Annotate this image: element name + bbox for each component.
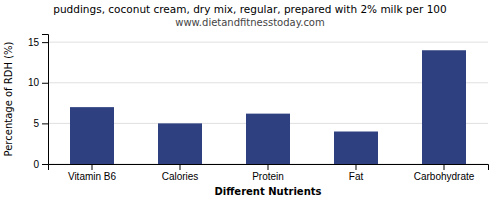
- x-tick: Carbohydrate: [414, 164, 475, 182]
- y-tick: 5: [33, 118, 48, 129]
- grid: [48, 42, 488, 164]
- x-tick: Calories: [162, 164, 199, 182]
- plot: Vitamin B6 Calories Protein Fat Carbohydrate…: [28, 35, 489, 183]
- y-axis-line: [42, 35, 49, 165]
- x-tick-mark: [444, 164, 445, 170]
- bars: [70, 50, 466, 164]
- y-tick: 10: [28, 77, 48, 88]
- y-tick-label: 15: [28, 37, 40, 48]
- y-tick-label: 0: [33, 159, 39, 170]
- y-axis: 0 5 10 15: [28, 35, 49, 170]
- x-tick-mark: [92, 164, 93, 170]
- x-axis-title: Different Nutrients: [215, 186, 322, 197]
- chart: puddings, coconut cream, dry mix, regula…: [0, 0, 500, 200]
- y-tick-mark: [42, 42, 48, 43]
- x-tick: Fat: [349, 164, 364, 182]
- y-tick: 15: [28, 37, 48, 48]
- x-tick: Vitamin B6: [68, 164, 117, 182]
- bar: [158, 123, 202, 164]
- y-tick-mark: [42, 164, 48, 165]
- x-tick-mark: [356, 164, 357, 170]
- bar: [246, 114, 290, 164]
- title: puddings, coconut cream, dry mix, regula…: [53, 3, 446, 15]
- grid-line: [48, 42, 488, 43]
- y-tick-label: 10: [28, 77, 40, 88]
- bar: [334, 132, 378, 165]
- y-axis-title: Percentage of RDH (%): [3, 41, 14, 156]
- bar: [422, 50, 466, 164]
- x-tick-label: Calories: [162, 171, 199, 182]
- subtitle: www.dietandfitnesstoday.com: [175, 17, 324, 28]
- x-tick-label: Fat: [349, 171, 364, 182]
- x-tick-label: Carbohydrate: [414, 171, 475, 182]
- y-tick-mark: [42, 83, 48, 84]
- bar: [70, 107, 114, 164]
- y-tick-mark: [42, 123, 48, 124]
- x-tick-mark: [268, 164, 269, 170]
- y-tick: 0: [33, 159, 48, 170]
- x-tick-mark: [180, 164, 181, 170]
- x-tick-label: Vitamin B6: [68, 171, 117, 182]
- x-tick-label: Protein: [252, 171, 284, 182]
- x-axis-line: [49, 165, 489, 171]
- x-tick: Protein: [252, 164, 284, 182]
- x-axis: Vitamin B6 Calories Protein Fat Carbohydrate: [49, 164, 489, 182]
- y-tick-label: 5: [33, 118, 39, 129]
